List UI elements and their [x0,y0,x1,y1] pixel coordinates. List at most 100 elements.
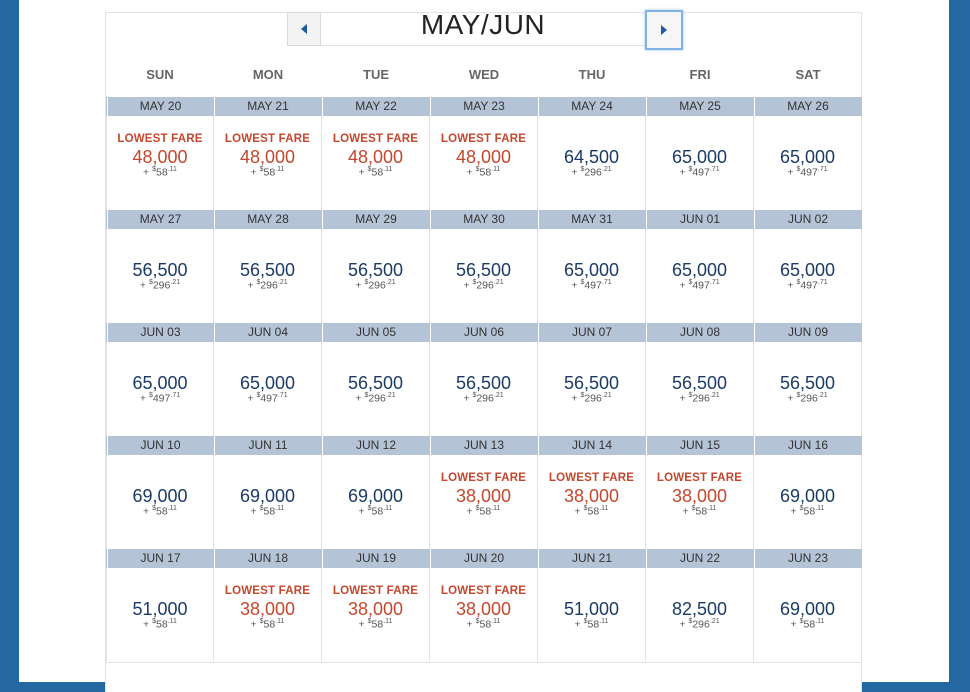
plus-sign: + [355,279,365,292]
previous-month-button[interactable] [287,12,321,46]
tax-decimal-point: . [493,279,496,286]
plus-sign: + [466,166,476,179]
fare-day-cell[interactable]: JUN 13 LOWEST FARE 38,000 + $58.11 [430,436,538,550]
tax-whole: 58 [156,166,168,179]
day-date-label: MAY 23 [430,97,537,116]
fare-day-cell[interactable]: JUN 04 65,000 + $497.71 [214,323,322,437]
fare-day-cell[interactable]: JUN 15 LOWEST FARE 38,000 + $58.11 [646,436,754,550]
fare-taxes: + $497.71 [646,166,753,179]
tax-currency-symbol: $ [152,505,157,512]
plus-sign: + [466,618,476,631]
fare-day-cell[interactable]: JUN 01 65,000 + $497.71 [646,210,754,324]
lowest-fare-badge: LOWEST FARE [332,585,419,597]
fare-taxes: + $58.11 [430,166,537,179]
fare-day-cell[interactable]: JUN 03 65,000 + $497.71 [106,323,214,437]
fare-day-cell[interactable]: MAY 30 56,500 + $296.21 [430,210,538,324]
tax-whole: 58 [803,505,816,518]
tax-cents: 11 [385,166,393,173]
tax-whole: 296 [692,392,710,405]
tax-currency-symbol: $ [688,279,693,286]
fare-taxes: + $497.71 [754,279,861,292]
fare-day-cell[interactable]: MAY 23 LOWEST FARE 48,000 + $58.11 [430,97,538,211]
fare-day-cell[interactable]: MAY 20 LOWEST FARE 48,000 + $58.11 [106,97,214,211]
fare-day-cell[interactable]: MAY 25 65,000 + $497.71 [646,97,754,211]
fare-miles: 38,000 [455,486,512,506]
tax-decimal-point: . [817,392,820,399]
tax-whole: 296 [368,392,386,405]
fare-day-cell[interactable]: JUN 05 56,500 + $296.21 [322,323,430,437]
fare-day-cell[interactable]: MAY 26 65,000 + $497.71 [754,97,862,211]
lowest-fare-badge: LOWEST FARE [440,585,527,597]
tax-decimal-point: . [599,618,602,625]
tax-whole: 497 [800,166,818,179]
fare-day-cell[interactable]: MAY 21 LOWEST FARE 48,000 + $58.11 [214,97,322,211]
plus-sign: + [463,279,473,292]
tax-currency-symbol: $ [796,392,801,399]
fare-day-cell[interactable]: MAY 31 65,000 + $497.71 [538,210,646,324]
tax-currency-symbol: $ [259,166,264,173]
tax-currency-symbol: $ [580,392,585,399]
lowest-fare-badge: LOWEST FARE [117,133,203,145]
week-date-bar [106,549,862,568]
fare-day-cell[interactable]: JUN 02 65,000 + $497.71 [754,210,862,324]
tax-whole: 296 [800,392,818,405]
fare-miles: 56,500 [239,260,296,280]
next-month-button[interactable] [645,10,683,50]
tax-cents: 11 [277,618,285,625]
fare-day-cell[interactable]: JUN 22 82,500 + $296.21 [646,549,754,663]
tax-whole: 296 [368,279,386,292]
fare-day-cell[interactable]: MAY 24 64,500 + $296.21 [538,97,646,211]
tax-cents: 21 [819,392,828,399]
day-date-label: MAY 29 [322,210,429,229]
fare-day-cell[interactable]: JUN 23 69,000 + $58.11 [754,549,862,663]
fare-day-cell[interactable]: JUN 06 56,500 + $296.21 [430,323,538,437]
fare-day-cell[interactable]: MAY 29 56,500 + $296.21 [322,210,430,324]
tax-whole: 58 [156,505,168,518]
fare-day-cell[interactable]: MAY 27 56,500 + $296.21 [106,210,214,324]
plus-sign: + [679,279,689,292]
month-title: MAY/JUN [420,9,546,40]
fare-day-cell[interactable]: JUN 12 69,000 + $58.11 [322,436,430,550]
day-date-label: JUN 16 [754,436,861,455]
fare-day-cell[interactable]: JUN 19 LOWEST FARE 38,000 + $58.11 [322,549,430,663]
fare-taxes: + $58.11 [214,505,321,518]
fare-day-cell[interactable]: MAY 28 56,500 + $296.21 [214,210,322,324]
fare-day-cell[interactable]: JUN 09 56,500 + $296.21 [754,323,862,437]
tax-decimal-point: . [385,392,388,399]
fare-miles: 69,000 [779,486,836,506]
fare-taxes: + $497.71 [646,279,753,292]
tax-decimal-point: . [709,392,712,399]
fare-day-cell[interactable]: JUN 14 LOWEST FARE 38,000 + $58.11 [538,436,646,550]
tax-cents: 71 [711,166,720,173]
day-date-label: JUN 13 [430,436,537,455]
fare-day-cell[interactable]: JUN 10 69,000 + $58.11 [106,436,214,550]
fare-day-cell[interactable]: JUN 17 51,000 + $58.11 [106,549,214,663]
fare-day-cell[interactable]: JUN 21 51,000 + $58.11 [538,549,646,663]
day-date-label: JUN 18 [214,549,321,568]
tax-whole: 58 [156,618,168,631]
tax-decimal-point: . [491,505,494,512]
fare-day-cell[interactable]: JUN 18 LOWEST FARE 38,000 + $58.11 [214,549,322,663]
tax-decimal-point: . [709,618,712,625]
tax-currency-symbol: $ [688,166,693,173]
tax-decimal-point: . [601,166,604,173]
fare-taxes: + $296.21 [430,392,537,405]
fare-day-cell[interactable]: JUN 11 69,000 + $58.11 [214,436,322,550]
plus-sign: + [787,279,797,292]
fare-miles: 51,000 [132,599,188,619]
plus-sign: + [139,279,149,292]
plus-sign: + [679,166,689,179]
fare-day-cell[interactable]: MAY 22 LOWEST FARE 48,000 + $58.11 [322,97,430,211]
day-date-label: MAY 28 [214,210,321,229]
tax-whole: 58 [587,618,600,631]
fare-day-cell[interactable]: JUN 07 56,500 + $296.21 [538,323,646,437]
tax-currency-symbol: $ [152,166,157,173]
tax-decimal-point: . [385,279,388,286]
plus-sign: + [682,505,692,518]
fare-day-cell[interactable]: JUN 08 56,500 + $296.21 [646,323,754,437]
fare-day-cell[interactable]: JUN 20 LOWEST FARE 38,000 + $58.11 [430,549,538,663]
tax-cents: 21 [495,279,504,286]
month-bar [321,12,645,46]
fare-day-cell[interactable]: JUN 16 69,000 + $58.11 [754,436,862,550]
fare-miles: 56,500 [455,260,512,280]
